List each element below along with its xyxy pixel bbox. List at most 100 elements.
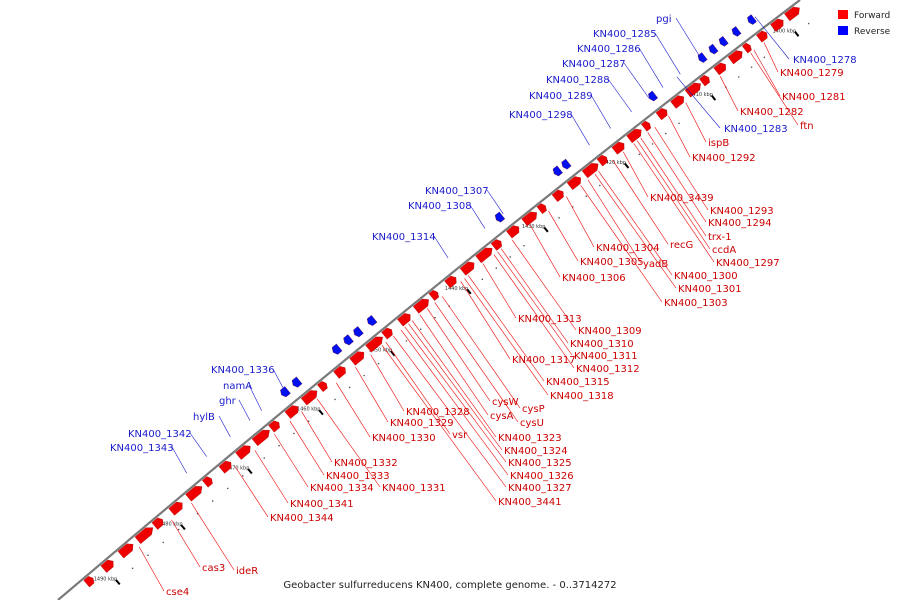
reverse-gene-arrow[interactable] xyxy=(731,26,742,37)
forward-gene-arrow[interactable] xyxy=(202,476,213,488)
reverse-gene-label[interactable]: KN400_1278 xyxy=(793,55,857,66)
reverse-gene-label[interactable]: pgi xyxy=(656,14,671,25)
forward-gene-label[interactable]: KN400_1317 xyxy=(512,355,576,366)
forward-gene-arrow[interactable] xyxy=(365,336,383,353)
forward-gene-label[interactable]: KN400_1327 xyxy=(508,483,572,494)
forward-gene-label[interactable]: KN400_1293 xyxy=(710,206,774,217)
forward-gene-label[interactable]: cysP xyxy=(522,404,545,415)
forward-gene-label[interactable]: KN400_1334 xyxy=(310,483,374,494)
forward-gene-arrow[interactable] xyxy=(428,289,439,301)
forward-gene-label[interactable]: KN400_1300 xyxy=(674,271,738,282)
forward-gene-label[interactable]: ideR xyxy=(236,566,258,577)
forward-gene-label[interactable]: ispB xyxy=(708,138,729,149)
forward-gene-arrow[interactable] xyxy=(251,429,270,447)
forward-gene-label[interactable]: KN400_1318 xyxy=(550,391,614,402)
forward-gene-label[interactable]: KN400_1315 xyxy=(546,377,610,388)
forward-gene-label[interactable]: KN400_1279 xyxy=(780,68,844,79)
forward-gene-label[interactable]: KN400_3439 xyxy=(650,193,714,204)
forward-gene-label[interactable]: KN400_1325 xyxy=(508,458,572,469)
forward-gene-label[interactable]: KN400_1329 xyxy=(390,418,454,429)
forward-gene-label[interactable]: ftn xyxy=(800,121,814,132)
reverse-gene-label[interactable]: KN400_1288 xyxy=(546,75,610,86)
forward-gene-label[interactable]: yadB xyxy=(643,259,668,270)
forward-gene-label[interactable]: KN400_1303 xyxy=(664,298,728,309)
forward-gene-label[interactable]: KN400_1305 xyxy=(580,257,644,268)
forward-gene-arrow[interactable] xyxy=(756,30,768,43)
forward-gene-arrow[interactable] xyxy=(475,247,493,264)
reverse-gene-arrow[interactable] xyxy=(291,376,303,388)
forward-gene-arrow[interactable] xyxy=(459,261,475,276)
forward-gene-arrow[interactable] xyxy=(349,351,365,366)
forward-gene-label[interactable]: KN400_1313 xyxy=(518,314,582,325)
forward-gene-label[interactable]: KN400_1341 xyxy=(290,499,354,510)
reverse-gene-label[interactable]: ghr xyxy=(219,396,237,407)
forward-gene-arrow[interactable] xyxy=(581,163,599,179)
forward-gene-arrow[interactable] xyxy=(134,527,154,545)
forward-gene-label[interactable]: recG xyxy=(670,240,693,251)
forward-gene-label[interactable]: KN400_1330 xyxy=(372,433,436,444)
forward-gene-label[interactable]: KN400_1328 xyxy=(406,407,470,418)
forward-gene-label[interactable]: KN400_1312 xyxy=(576,364,640,375)
forward-gene-label[interactable]: ccdA xyxy=(712,245,736,256)
forward-gene-arrow[interactable] xyxy=(444,275,457,289)
reverse-gene-arrow[interactable] xyxy=(343,334,354,346)
forward-gene-label[interactable]: KN400_1309 xyxy=(578,326,642,337)
forward-gene-label[interactable]: cysW xyxy=(492,397,519,408)
forward-gene-label[interactable]: KN400_1344 xyxy=(270,513,334,524)
reverse-gene-label[interactable]: KN400_1283 xyxy=(724,124,788,135)
reverse-gene-label[interactable]: KN400_1343 xyxy=(110,443,174,454)
forward-gene-arrow[interactable] xyxy=(684,82,701,98)
forward-gene-arrow[interactable] xyxy=(490,239,502,251)
reverse-gene-label[interactable]: KN400_1286 xyxy=(577,44,641,55)
forward-gene-arrow[interactable] xyxy=(727,50,743,65)
forward-gene-label[interactable]: cas3 xyxy=(202,563,225,574)
forward-gene-label[interactable]: KN400_1301 xyxy=(678,284,742,295)
forward-gene-label[interactable]: KN400_1297 xyxy=(716,258,780,269)
forward-gene-arrow[interactable] xyxy=(713,62,726,76)
reverse-gene-arrow[interactable] xyxy=(280,386,291,398)
forward-gene-arrow[interactable] xyxy=(397,313,411,327)
reverse-gene-arrow[interactable] xyxy=(366,315,378,326)
reverse-gene-label[interactable]: KN400_1287 xyxy=(562,59,626,70)
forward-gene-arrow[interactable] xyxy=(284,405,299,419)
forward-gene-arrow[interactable] xyxy=(655,108,668,121)
forward-gene-arrow[interactable] xyxy=(641,120,652,132)
reverse-gene-arrow[interactable] xyxy=(353,326,364,338)
reverse-gene-label[interactable]: KN400_1298 xyxy=(509,110,573,121)
reverse-gene-label[interactable]: KN400_1285 xyxy=(593,29,657,40)
forward-gene-arrow[interactable] xyxy=(100,559,114,573)
forward-gene-arrow[interactable] xyxy=(412,298,429,314)
reverse-gene-arrow[interactable] xyxy=(718,36,729,47)
forward-gene-label[interactable]: cysA xyxy=(490,411,514,422)
forward-gene-label[interactable]: KN400_1281 xyxy=(782,92,846,103)
reverse-gene-label[interactable]: KN400_1308 xyxy=(408,201,472,212)
forward-gene-label[interactable]: KN400_1332 xyxy=(334,458,398,469)
forward-gene-arrow[interactable] xyxy=(268,420,280,433)
forward-gene-label[interactable]: KN400_1294 xyxy=(708,218,772,229)
forward-gene-label[interactable]: KN400_1310 xyxy=(570,339,634,350)
reverse-gene-label[interactable]: namA xyxy=(223,381,252,392)
forward-gene-label[interactable]: KN400_1331 xyxy=(382,483,446,494)
reverse-gene-arrow[interactable] xyxy=(648,90,659,102)
forward-gene-arrow[interactable] xyxy=(317,381,328,393)
forward-gene-arrow[interactable] xyxy=(784,6,800,22)
forward-gene-label[interactable]: KN400_1323 xyxy=(498,433,562,444)
forward-gene-label[interactable]: KN400_3441 xyxy=(498,497,562,508)
forward-gene-arrow[interactable] xyxy=(218,460,232,474)
forward-gene-arrow[interactable] xyxy=(521,211,537,227)
forward-gene-label[interactable]: KN400_1333 xyxy=(326,471,390,482)
reverse-gene-label[interactable]: hylB xyxy=(193,412,215,423)
forward-gene-arrow[interactable] xyxy=(168,501,183,516)
reverse-gene-label[interactable]: KN400_1289 xyxy=(529,91,593,102)
forward-gene-label[interactable]: KN400_1311 xyxy=(574,351,638,362)
forward-gene-arrow[interactable] xyxy=(670,95,684,109)
forward-gene-arrow[interactable] xyxy=(770,18,784,32)
forward-gene-arrow[interactable] xyxy=(300,390,318,406)
forward-gene-label[interactable]: cysU xyxy=(520,418,544,429)
forward-gene-arrow[interactable] xyxy=(626,128,642,144)
reverse-gene-label[interactable]: KN400_1314 xyxy=(372,232,436,243)
reverse-gene-arrow[interactable] xyxy=(708,43,719,55)
forward-gene-label[interactable]: KN400_1292 xyxy=(692,153,756,164)
reverse-gene-label[interactable]: KN400_1342 xyxy=(128,429,192,440)
forward-gene-label[interactable]: trx-1 xyxy=(708,232,732,243)
